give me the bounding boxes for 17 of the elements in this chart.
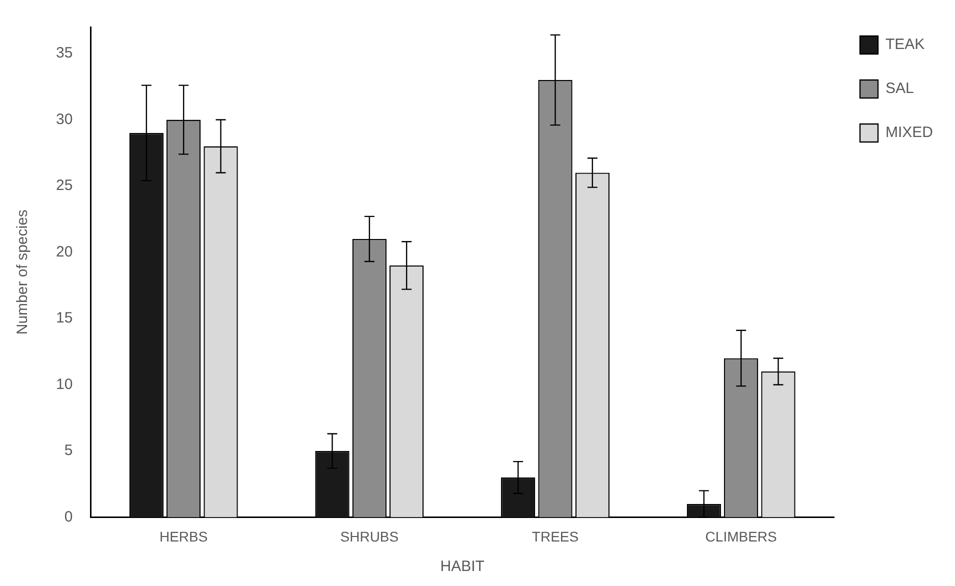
- y-tick-label: 30: [56, 110, 73, 128]
- x-tick-label: CLIMBERS: [705, 528, 777, 544]
- y-tick-label: 20: [56, 243, 73, 260]
- y-axis-title: Number of species: [14, 210, 32, 335]
- legend-label: MIXED: [885, 124, 934, 142]
- x-tick-label: HERBS: [159, 528, 208, 544]
- legend-label: SAL: [885, 80, 914, 98]
- y-tick-label: 25: [56, 177, 73, 194]
- legend-label: TEAK: [885, 36, 925, 54]
- y-tick-label: 15: [56, 310, 73, 327]
- x-tick-label: SHRUBS: [340, 528, 399, 544]
- y-tick-label: 5: [64, 442, 73, 460]
- y-tick-label: 10: [56, 376, 73, 393]
- y-tick-label: 35: [56, 44, 73, 62]
- x-axis-title: HABIT: [440, 558, 484, 576]
- y-tick-label: 0: [64, 508, 73, 526]
- x-tick-label: TREES: [532, 528, 579, 544]
